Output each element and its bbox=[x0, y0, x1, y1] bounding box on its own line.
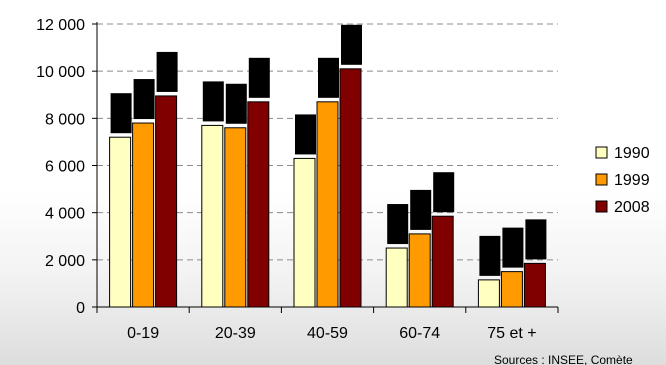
legend-swatch-1990 bbox=[595, 146, 608, 159]
bar-1999-20-39 bbox=[224, 127, 247, 308]
bar-1990-0-19 bbox=[109, 136, 132, 308]
bar-label-box bbox=[341, 24, 362, 65]
x-axis-ticks: 0-19 20-39 40-59 60-74 75 et + bbox=[96, 307, 559, 342]
y-tick-label: 6 000 bbox=[45, 159, 85, 176]
legend-label-1990: 1990 bbox=[614, 145, 650, 162]
source-note: Sources : INSEE, Comète bbox=[494, 353, 633, 365]
y-tick-label: 10 000 bbox=[36, 64, 85, 81]
x-tick-label: 60-74 bbox=[399, 325, 440, 342]
x-tick-label: 0-19 bbox=[127, 325, 159, 342]
y-tick-label: 0 bbox=[76, 300, 85, 317]
legend-swatch-1999 bbox=[595, 173, 608, 186]
bars bbox=[109, 24, 547, 308]
bar-2008-0-19 bbox=[155, 95, 178, 308]
bar-1990-20-39 bbox=[201, 124, 224, 308]
bar-label-box bbox=[502, 227, 524, 268]
bar-label-box bbox=[387, 204, 409, 245]
bar-label-box bbox=[433, 172, 455, 213]
bar-2008-40-59 bbox=[339, 68, 362, 308]
bar-label-box bbox=[248, 57, 270, 98]
bar-label-box bbox=[110, 93, 132, 134]
bar-1999-75 et + bbox=[500, 271, 523, 308]
x-tick-label: 75 et + bbox=[487, 325, 536, 342]
y-axis-ticks: 0 2 000 4 000 6 000 8 000 10 000 12 000 bbox=[36, 17, 97, 317]
bar-label-box bbox=[133, 79, 155, 120]
y-tick-label: 4 000 bbox=[45, 206, 85, 223]
legend-label-1999: 1999 bbox=[614, 172, 650, 189]
bar-1990-40-59 bbox=[293, 157, 316, 308]
bar-1999-0-19 bbox=[132, 122, 155, 308]
bar-label-box bbox=[202, 81, 224, 122]
bar-label-box bbox=[156, 51, 178, 92]
bar-label-box bbox=[295, 114, 316, 155]
legend: 1990 1999 2008 bbox=[595, 145, 650, 216]
bar-label-box bbox=[318, 57, 339, 98]
axes bbox=[96, 22, 558, 308]
y-tick-label: 8 000 bbox=[45, 111, 85, 128]
bar-2008-60-74 bbox=[431, 215, 454, 308]
bar-2008-75 et + bbox=[523, 262, 546, 308]
bar-label-box bbox=[525, 219, 547, 260]
x-tick-label: 40-59 bbox=[307, 325, 348, 342]
bar-1999-60-74 bbox=[408, 233, 431, 308]
y-tick-label: 2 000 bbox=[45, 253, 85, 270]
bar-1999-40-59 bbox=[316, 101, 339, 308]
bar-2008-20-39 bbox=[247, 101, 270, 308]
bar-label-box bbox=[225, 83, 247, 124]
bar-label-box bbox=[410, 189, 432, 230]
bar-1990-75 et + bbox=[477, 279, 500, 308]
x-tick-label: 20-39 bbox=[215, 325, 256, 342]
legend-swatch-2008 bbox=[595, 200, 608, 213]
legend-label-2008: 2008 bbox=[614, 199, 650, 216]
y-tick-label: 12 000 bbox=[36, 17, 85, 34]
bar-1990-60-74 bbox=[385, 247, 408, 308]
bar-label-box bbox=[479, 235, 501, 276]
